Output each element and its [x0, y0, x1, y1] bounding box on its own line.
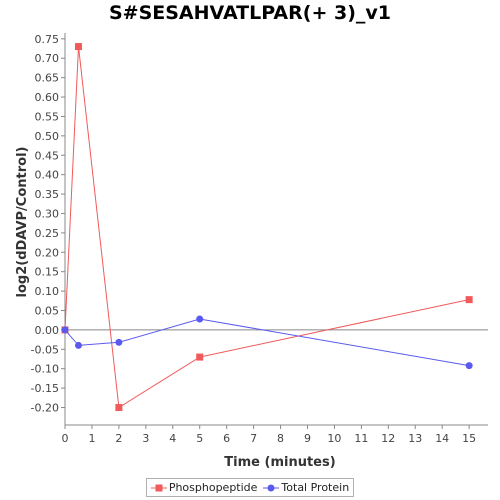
y-tick-label: 0.35: [35, 188, 60, 201]
x-tick-label: 6: [223, 432, 230, 445]
y-axis: -0.20 -0.15 -0.10 -0.05 0.00 0.05 0.10 0.15 0.20…: [31, 33, 65, 415]
x-axis: 0 1 2 3 4 5 6 7 8 9 10 11 12 13 14 15: [62, 425, 476, 445]
legend-label-phosphopeptide: Phosphopeptide: [168, 481, 258, 494]
y-tick-label: 0.15: [35, 266, 60, 279]
chart-title: S#SESAHVATLPAR(+ 3)_v1: [108, 2, 391, 24]
y-tick-label: 0.60: [35, 91, 60, 104]
y-tick-label: 0.30: [35, 207, 60, 220]
y-tick-label: 0.20: [35, 246, 60, 259]
x-tick-label: 5: [196, 432, 203, 445]
legend-swatch-square-icon: [150, 484, 167, 491]
series-group: [61, 43, 473, 412]
data-point-circle: [61, 326, 69, 334]
y-tick-label: 0.45: [35, 149, 60, 162]
series-line-0: [64, 46, 470, 409]
data-point-circle: [465, 362, 473, 370]
x-axis-title: Time (minutes): [224, 455, 335, 470]
y-tick-label: -0.20: [31, 402, 59, 415]
x-tick-label: 4: [169, 432, 176, 445]
plot-area: [64, 33, 488, 426]
data-point-square: [196, 353, 204, 361]
x-tick-label: 0: [62, 432, 69, 445]
data-point-circle: [196, 315, 204, 323]
x-tick-label: 8: [277, 432, 284, 445]
x-tick-label: 12: [381, 432, 395, 445]
y-tick-label: 0.40: [35, 169, 60, 182]
legend-item-total-protein: Total Protein: [263, 481, 349, 494]
y-tick-label: 0.25: [35, 227, 60, 240]
data-point-square: [465, 296, 473, 304]
legend-swatch-circle-icon: [263, 484, 280, 491]
legend: Phosphopeptide Total Protein: [146, 478, 354, 497]
x-tick-label: 14: [435, 432, 449, 445]
y-axis-title: log2(dDAVP/Control): [15, 147, 30, 298]
y-tick-label: -0.10: [31, 363, 59, 376]
y-tick-label: 0.55: [35, 110, 60, 123]
x-tick-label: 13: [408, 432, 422, 445]
y-tick-label: 0.65: [35, 72, 60, 85]
y-tick-label: -0.15: [31, 382, 59, 395]
x-tick-label: 7: [250, 432, 257, 445]
y-tick-label: 0.50: [35, 130, 60, 143]
x-tick-label: 2: [115, 432, 122, 445]
y-tick-label: 0.00: [35, 324, 60, 337]
x-tick-label: 10: [327, 432, 341, 445]
legend-item-phosphopeptide: Phosphopeptide: [150, 481, 258, 494]
data-point-circle: [115, 338, 123, 346]
x-tick-label: 1: [88, 432, 95, 445]
legend-label-total-protein: Total Protein: [281, 481, 350, 494]
y-tick-label: 0.75: [35, 33, 60, 46]
x-tick-label: 15: [462, 432, 476, 445]
data-point-square: [115, 404, 123, 412]
x-tick-label: 11: [354, 432, 368, 445]
data-point-circle: [74, 341, 82, 349]
x-tick-label: 3: [142, 432, 149, 445]
y-tick-label: 0.70: [35, 52, 60, 65]
x-tick-label: 9: [304, 432, 311, 445]
y-tick-label: -0.05: [31, 343, 59, 356]
y-tick-label: 0.10: [35, 285, 60, 298]
data-point-square: [74, 43, 82, 51]
y-tick-label: 0.05: [35, 305, 60, 318]
